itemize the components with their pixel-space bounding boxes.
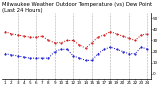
Text: Milwaukee Weather Outdoor Temperature (vs) Dew Point (Last 24 Hours): Milwaukee Weather Outdoor Temperature (v… [2, 2, 152, 13]
